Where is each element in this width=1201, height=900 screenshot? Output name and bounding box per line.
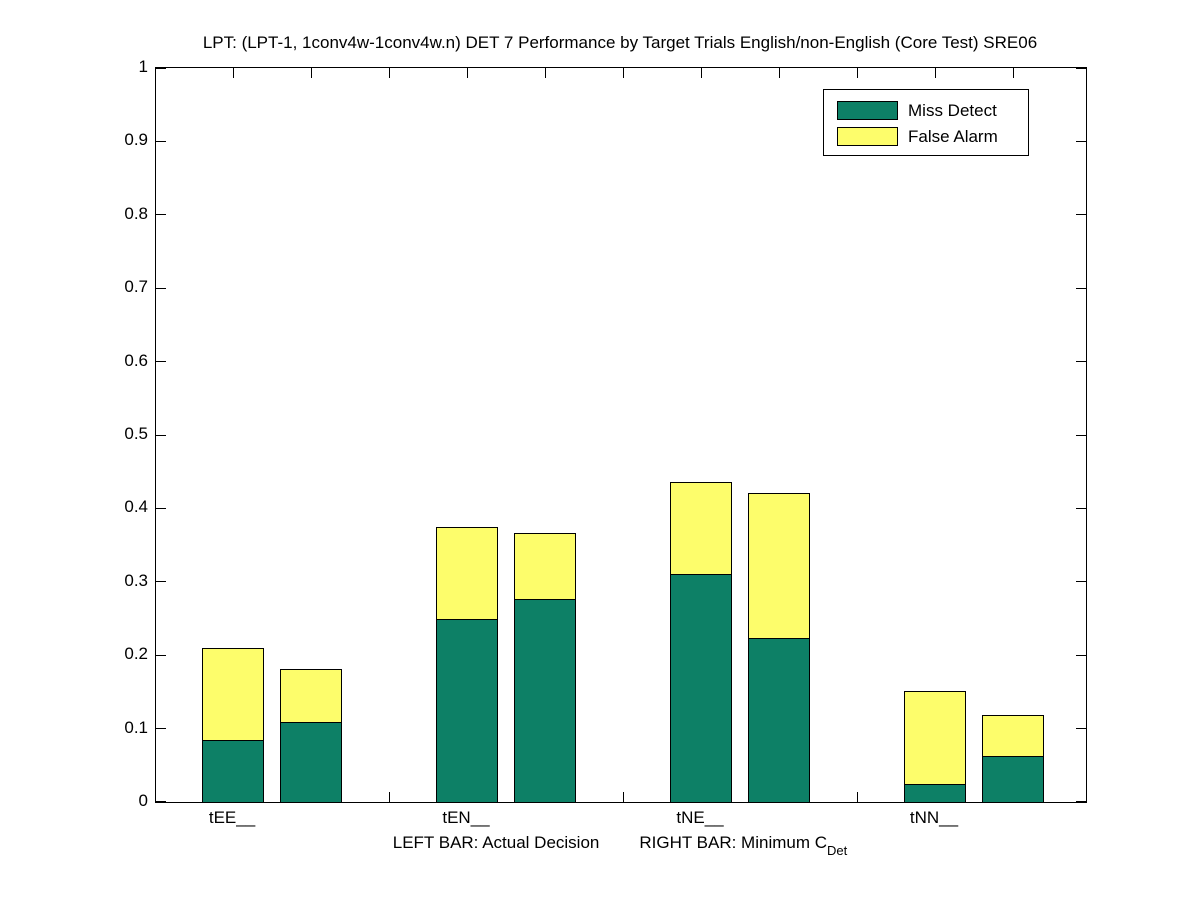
y-tick-right [1076,287,1086,289]
x-tick-top [622,68,624,78]
y-tick-label: 0.6 [124,350,148,370]
tNN-left-bar-miss-segment [904,784,966,802]
y-tick-label: 1 [138,57,148,76]
y-tick-left [156,728,166,730]
legend-label-miss-detect: Miss Detect [908,101,997,120]
tNE-left-bar-false-alarm-segment [670,482,732,574]
x-tick-top [232,68,234,78]
x-axis-label-subscript: Det [827,843,848,858]
y-tick-right [1076,581,1086,583]
y-tick-left [156,654,166,656]
tEN-left-bar-miss-segment [436,619,498,802]
tNN-left-bar-false-alarm-segment [904,691,966,784]
y-tick-label: 0.3 [124,570,148,590]
y-tick-left [156,581,166,583]
y-tick-right [1076,68,1086,69]
x-tick-label-tEN: tEN__ [442,808,490,827]
x-tick-top [934,68,936,78]
x-axis-label-left: LEFT BAR: Actual Decision [392,833,600,852]
x-tick-top [700,68,702,78]
y-tick-right [1076,507,1086,509]
plot-area [155,67,1087,803]
tEN-right-bar-miss-segment [514,599,576,802]
x-tick-top [544,68,546,78]
legend-swatch-miss-detect [837,101,898,120]
tNN-right-bar-false-alarm-segment [982,715,1044,756]
y-tick-right [1076,654,1086,656]
tNN-right-bar-miss-segment [982,756,1044,802]
legend-item-miss-detect: Miss Detect [837,101,997,120]
y-tick-right [1076,434,1086,436]
y-tick-label: 0.7 [124,277,148,297]
x-axis-label: LEFT BAR: Actual Decision RIGHT BAR: Mini… [155,833,1085,858]
x-tick-top [466,68,468,78]
x-tick-bottom [388,792,390,802]
y-tick-label: 0.8 [124,203,148,223]
y-tick-left [156,68,166,69]
y-tick-right [1076,140,1086,142]
tEE-right-bar-false-alarm-segment [280,669,342,722]
x-tick-bottom [856,792,858,802]
x-tick-label-tEE: tEE__ [208,808,256,827]
x-tick-label-tNN: tNN__ [909,808,959,827]
chart-title: LPT: (LPT-1, 1conv4w-1conv4w.n) DET 7 Pe… [202,33,1038,52]
y-tick-left [156,214,166,216]
x-tick-bottom [622,792,624,802]
y-tick-left [156,287,166,289]
y-tick-label: 0.5 [124,424,148,443]
y-tick-label: 0.9 [124,130,148,150]
y-tick-right [1076,801,1086,802]
x-tick-label-tNE: tNE__ [676,808,724,827]
x-tick-top [310,68,312,78]
tEE-left-bar-miss-segment [202,740,264,802]
y-tick-label: 0.2 [124,644,148,664]
x-tick-top [778,68,780,78]
y-tick-right [1076,728,1086,730]
y-tick-left [156,507,166,509]
y-tick-left [156,434,166,436]
x-tick-top [388,68,390,78]
legend-swatch-false-alarm [837,127,898,146]
legend-label-false-alarm: False Alarm [908,127,998,146]
tEN-right-bar-false-alarm-segment [514,533,576,599]
x-tick-top [856,68,858,78]
tEE-right-bar-miss-segment [280,722,342,802]
y-tick-left [156,801,166,802]
y-tick-right [1076,214,1086,216]
tNE-right-bar-miss-segment [748,638,810,802]
tEN-left-bar-false-alarm-segment [436,527,498,619]
y-tick-right [1076,361,1086,363]
tNE-right-bar-false-alarm-segment [748,493,810,638]
y-tick-label: 0.1 [124,717,148,737]
x-axis-label-right: RIGHT BAR: Minimum C [639,833,828,852]
y-tick-left [156,140,166,142]
x-tick-top [1012,68,1014,78]
y-tick-label: 0.4 [124,497,148,517]
tEE-left-bar-false-alarm-segment [202,648,264,740]
legend-item-false-alarm: False Alarm [837,127,998,146]
tNE-left-bar-miss-segment [670,574,732,802]
y-tick-left [156,361,166,363]
legend: Miss Detect False Alarm [823,89,1029,156]
y-tick-label: 0 [138,791,148,810]
